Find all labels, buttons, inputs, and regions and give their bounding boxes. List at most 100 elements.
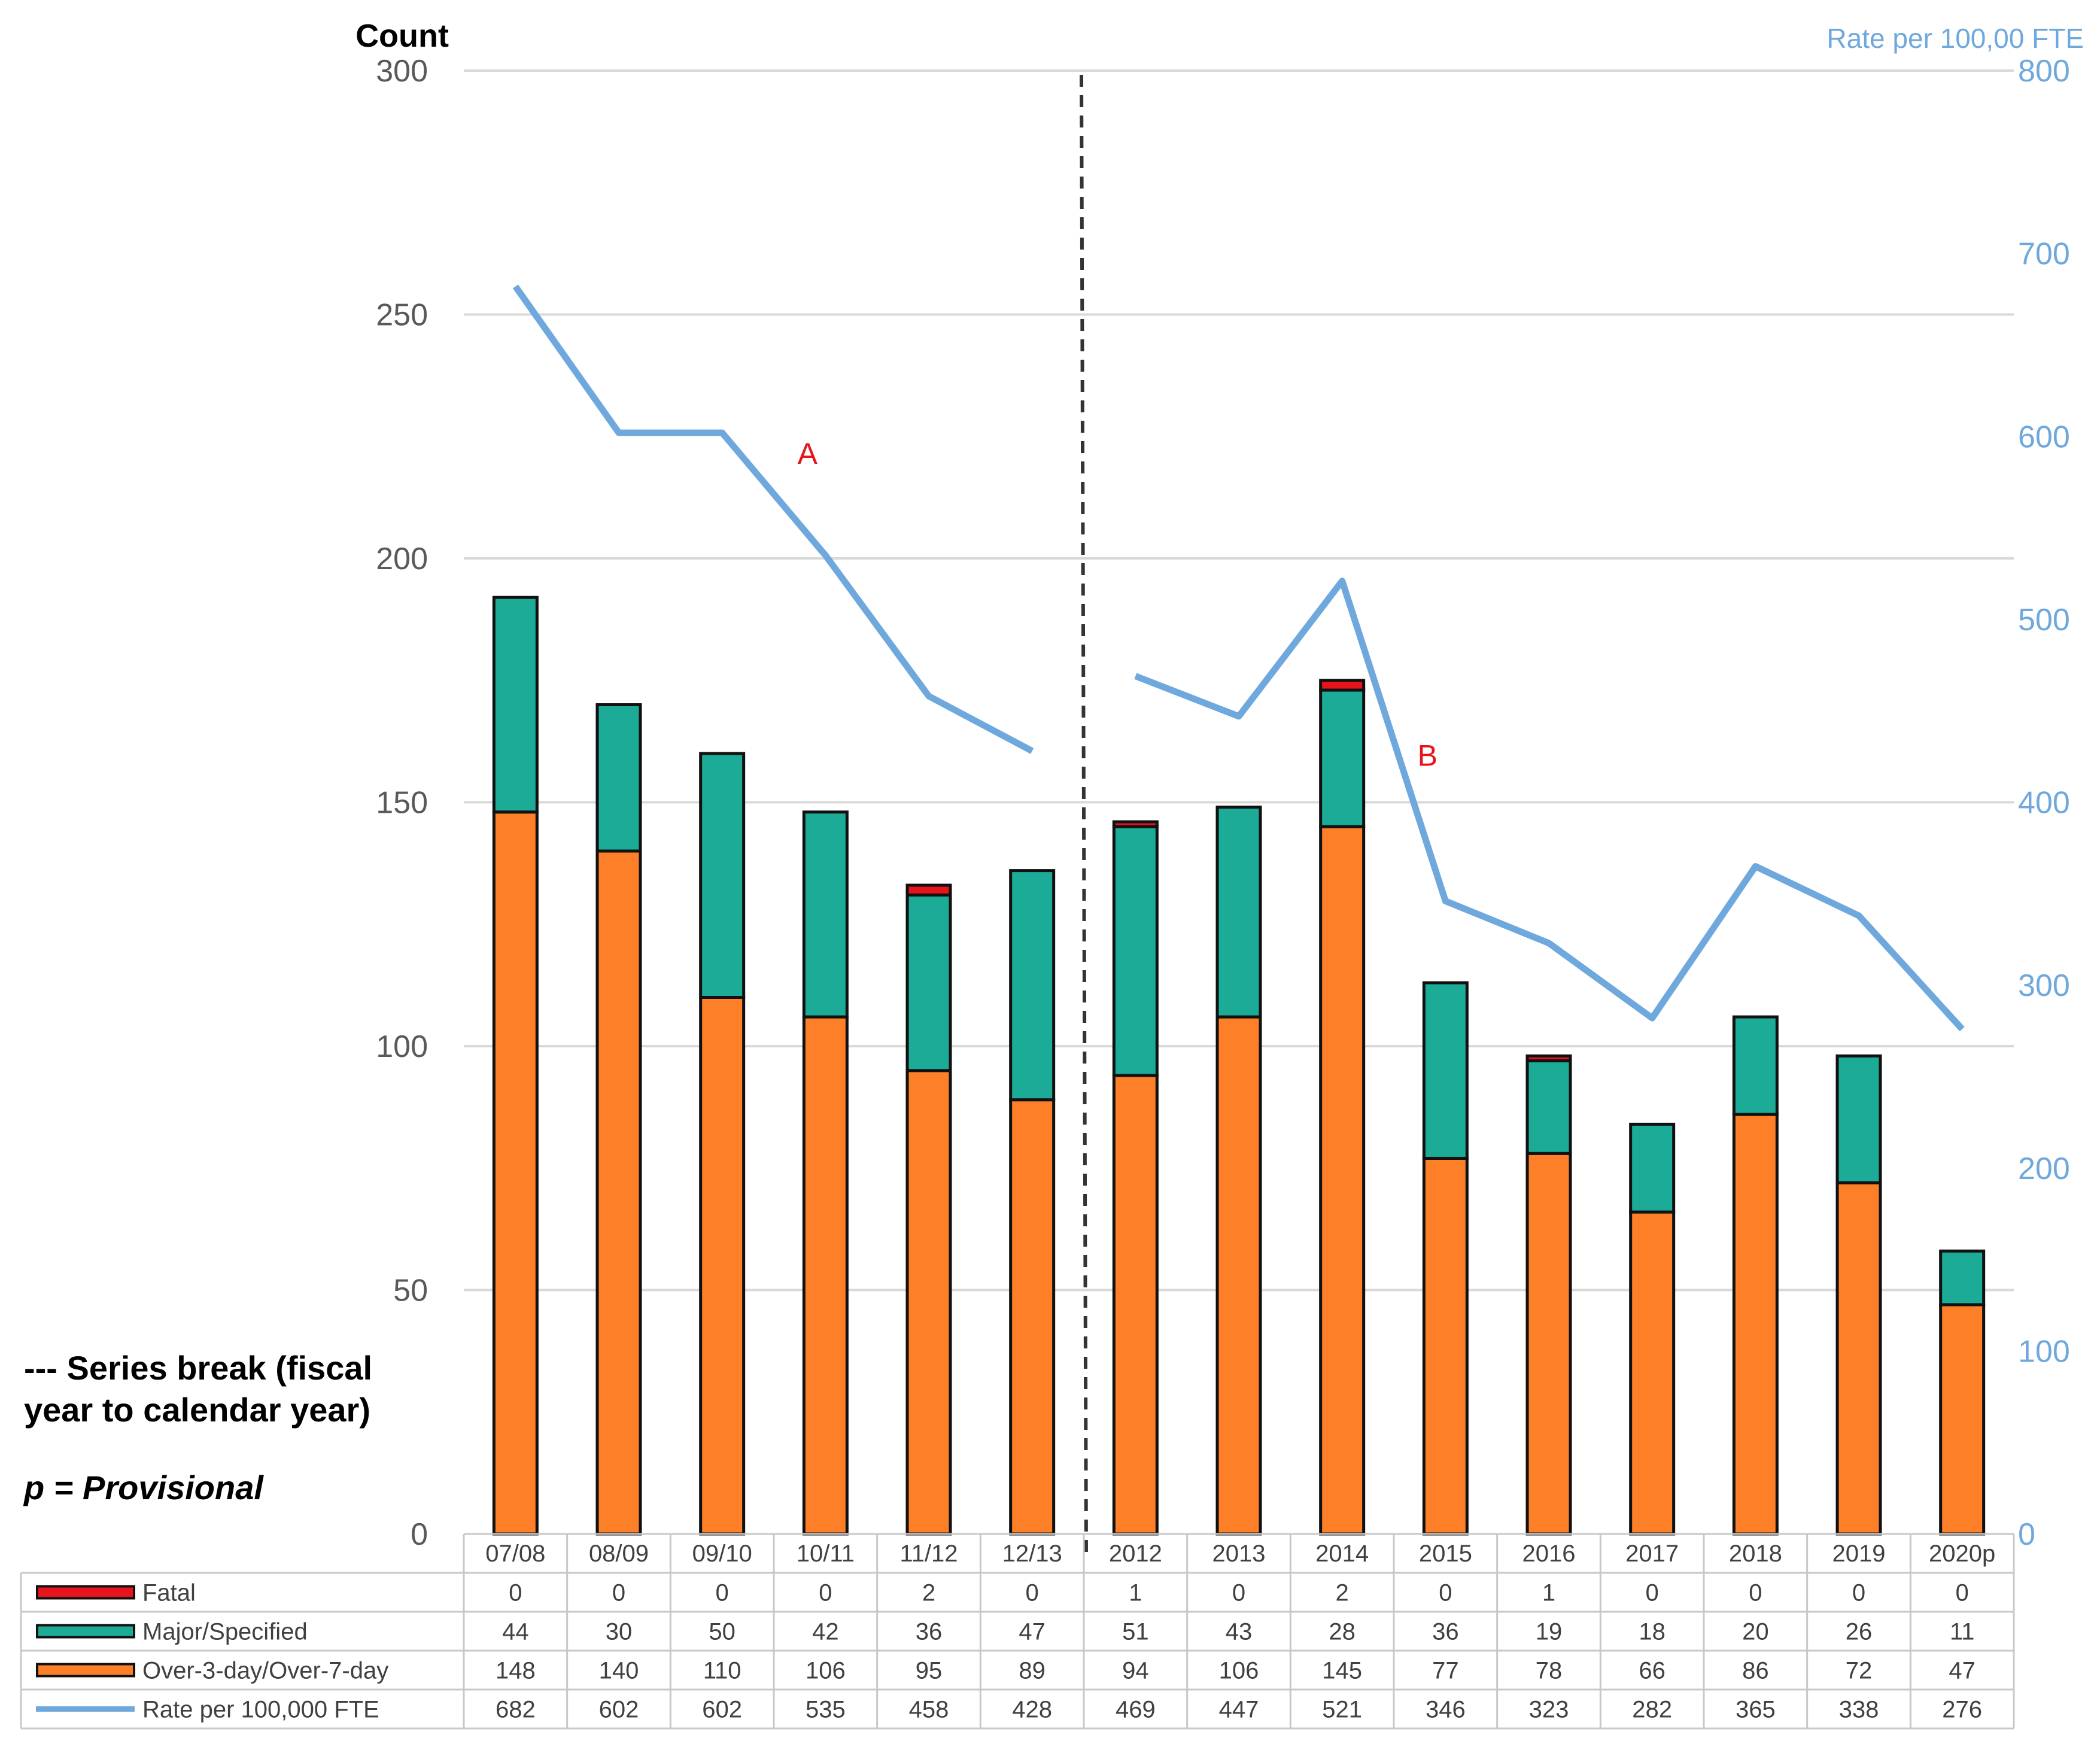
bar-major-specified (699, 752, 746, 999)
rate-line-calendar (1134, 578, 1965, 1032)
series-break (1080, 74, 1088, 1557)
bar-over-3-day-over-7-day (1732, 1113, 1779, 1536)
table-cell: 86 (1742, 1658, 1769, 1684)
annotation-b: B (1418, 739, 1438, 772)
bar-fatal (1112, 820, 1159, 828)
y2-tick-label: 200 (2018, 1152, 2070, 1186)
category-label: 07/08 (485, 1541, 545, 1567)
bar-major-specified (1215, 806, 1262, 1019)
table-cell: 43 (1226, 1619, 1253, 1645)
table-cell: 682 (496, 1697, 536, 1723)
table-cell: 521 (1322, 1697, 1362, 1723)
table-cell: 602 (702, 1697, 742, 1723)
table-cell: 30 (606, 1619, 633, 1645)
category-label: 2020p (1929, 1541, 1995, 1567)
y-tick-label: 250 (376, 298, 428, 333)
table-cell: 26 (1846, 1619, 1873, 1645)
table-cell: 0 (509, 1580, 522, 1606)
y-tick-label: 0 (411, 1517, 428, 1552)
bar-major-specified (1629, 1122, 1676, 1214)
y2-tick-label: 700 (2018, 237, 2070, 272)
bar-over-3-day-over-7-day (1629, 1210, 1676, 1536)
category-label: 2018 (1729, 1541, 1782, 1567)
category-label: 2014 (1315, 1541, 1369, 1567)
provisional-prefix: p = (23, 1469, 83, 1506)
bar-over-3-day-over-7-day (699, 996, 746, 1536)
legend-swatch-major (36, 1624, 135, 1639)
table-cell: 282 (1632, 1697, 1672, 1723)
table-cell: 2 (922, 1580, 935, 1606)
legend-label-fatal: Fatal (142, 1580, 196, 1606)
y2-tick-label: 500 (2018, 603, 2070, 637)
bar-over-3-day-over-7-day (1835, 1181, 1882, 1536)
category-label: 2016 (1522, 1541, 1576, 1567)
bar-major-specified (1319, 688, 1366, 828)
bar-fatal (905, 883, 952, 897)
bar-over-3-day-over-7-day (1422, 1156, 1469, 1536)
series-break-note-2: year to calendar year) (24, 1391, 370, 1429)
y2-tick-label: 400 (2018, 786, 2070, 821)
category-label: 2015 (1419, 1541, 1472, 1567)
table-cell: 2 (1336, 1580, 1349, 1606)
bar-over-3-day-over-7-day (1112, 1074, 1159, 1536)
bar-major-specified (802, 810, 849, 1019)
table-cell: 28 (1329, 1619, 1356, 1645)
bar-major-specified (1939, 1249, 1986, 1307)
table-cell: 0 (1646, 1580, 1659, 1606)
table-cell: 346 (1426, 1697, 1466, 1723)
bar-fatal (1525, 1054, 1572, 1062)
table-cell: 66 (1639, 1658, 1666, 1684)
bar-over-3-day-over-7-day (595, 849, 642, 1536)
y-tick-label: 200 (376, 542, 428, 576)
bar-major-specified (595, 703, 642, 853)
series-break-line (1080, 74, 1088, 1557)
table-cell: 365 (1736, 1697, 1776, 1723)
category-label: 2013 (1212, 1541, 1266, 1567)
provisional-note: p = Provisional (23, 1469, 264, 1506)
table-cell: 338 (1839, 1697, 1879, 1723)
table-cell: 447 (1219, 1697, 1259, 1723)
y2-tick-label: 800 (2018, 54, 2070, 89)
table-cell: 106 (806, 1658, 846, 1684)
bars (492, 596, 1986, 1536)
y-tick-label: 300 (376, 54, 428, 89)
table-cell: 51 (1122, 1619, 1149, 1645)
bar-over-3-day-over-7-day (1215, 1015, 1262, 1536)
table-cell: 78 (1536, 1658, 1563, 1684)
legend-label-major: Major/Specified (142, 1619, 308, 1645)
table-cell: 94 (1122, 1658, 1149, 1684)
table-cell: 535 (806, 1697, 846, 1723)
y2-axis-title: Rate per 100,00 FTE (1827, 23, 2084, 54)
table-cell: 77 (1432, 1658, 1459, 1684)
category-label: 2012 (1109, 1541, 1162, 1567)
table-cell: 428 (1012, 1697, 1052, 1723)
table-cell: 19 (1536, 1619, 1563, 1645)
y2-tick-label: 300 (2018, 968, 2070, 1003)
table-cell: 0 (716, 1580, 729, 1606)
table-cell: 0 (1956, 1580, 1969, 1606)
table-cell: 44 (502, 1619, 529, 1645)
table-cell: 72 (1846, 1658, 1873, 1684)
y2-tick-label: 600 (2018, 420, 2070, 454)
bar-major-specified (492, 596, 539, 814)
table-cell: 95 (916, 1658, 943, 1684)
bar-over-3-day-over-7-day (1939, 1303, 1986, 1536)
bar-fatal (1319, 679, 1366, 692)
bar-major-specified (1525, 1059, 1572, 1155)
table-cell: 276 (1942, 1697, 1982, 1723)
table-cell: 0 (1026, 1580, 1039, 1606)
bar-over-3-day-over-7-day (1009, 1098, 1056, 1536)
table-cell: 36 (1432, 1619, 1459, 1645)
bar-over-3-day-over-7-day (802, 1015, 849, 1536)
table-cell: 140 (599, 1658, 639, 1684)
category-label: 12/13 (1002, 1541, 1062, 1567)
rate-line (512, 284, 1965, 1032)
annotation-a: A (798, 437, 818, 470)
table-cell: 89 (1019, 1658, 1046, 1684)
bar-over-3-day-over-7-day (1525, 1152, 1572, 1536)
bar-major-specified (1422, 981, 1469, 1160)
legend-swatch-fatal (36, 1585, 135, 1600)
series-break-note: --- Series break (fiscal (24, 1349, 372, 1387)
data-table: 07/08 08/09 09/10 10/11 11/12 12/13 2012 2013 20… (20, 1533, 2015, 1730)
